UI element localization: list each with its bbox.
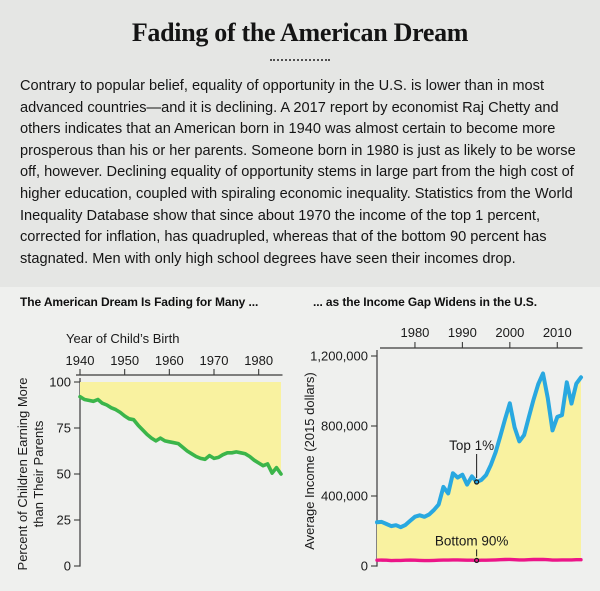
annotation-label: Bottom 90% — [435, 533, 509, 548]
chart-income-gap: ... as the Income Gap Widens in the U.S.… — [300, 287, 600, 591]
intro-section: Fading of the American Dream Contrary to… — [0, 0, 600, 287]
area-fill — [80, 382, 281, 474]
series-line-percent-of-children-earning-more-than-their-parents — [78, 394, 283, 476]
y-tick-label: 100 — [49, 375, 71, 390]
chart-left-title: The American Dream Is Fading for Many ..… — [20, 295, 259, 309]
x-tick-label: 2000 — [495, 325, 524, 340]
y-tick-label: 1,200,000 — [310, 349, 368, 364]
income-chart-canvas: 1980 1990 2000 2010 0 400,000 800,000 1,200,000… — [302, 325, 583, 574]
x-tick-label: 1990 — [448, 325, 477, 340]
intro-paragraph: Contrary to popular belief, equality of … — [20, 78, 576, 267]
y-axis-title: Average Income (2015 dollars) — [302, 372, 317, 550]
annotation-dot — [474, 479, 480, 485]
y-tick-label: 400,000 — [321, 489, 368, 504]
x-tick-label: 2010 — [543, 325, 572, 340]
x-axis-title: Year of Child’s Birth — [66, 331, 179, 346]
y-tick-label: 50 — [57, 467, 71, 482]
y-tick-label: 0 — [361, 559, 368, 574]
y-tick-label: 800,000 — [321, 419, 368, 434]
page-title: Fading of the American Dream — [131, 18, 469, 47]
chart-american-dream: The American Dream Is Fading for Many ..… — [0, 287, 300, 591]
annotation-dot — [474, 557, 480, 563]
y-tick-label: 75 — [57, 421, 71, 436]
x-tick-label: 1950 — [110, 353, 139, 368]
x-tick-label: 1940 — [66, 353, 95, 368]
charts-section: The American Dream Is Fading for Many ..… — [0, 287, 600, 591]
title-divider — [270, 59, 330, 61]
x-tick-label: 1980 — [400, 325, 429, 340]
x-tick-label: 1970 — [200, 353, 229, 368]
annotation-label: Top 1% — [449, 438, 494, 453]
x-tick-label: 1980 — [244, 353, 273, 368]
x-tick-label: 1960 — [155, 353, 184, 368]
y-tick-label: 0 — [64, 559, 71, 574]
chart-right-title: ... as the Income Gap Widens in the U.S. — [313, 295, 537, 309]
y-tick-label: 25 — [57, 513, 71, 528]
y-axis-title: than Their Parents — [31, 420, 46, 527]
mobility-chart-canvas: 1940 1950 1960 1970 1980 Year of Child’s Birt… — [15, 331, 283, 574]
y-axis-title: Percent of Children Earning More — [15, 378, 30, 571]
